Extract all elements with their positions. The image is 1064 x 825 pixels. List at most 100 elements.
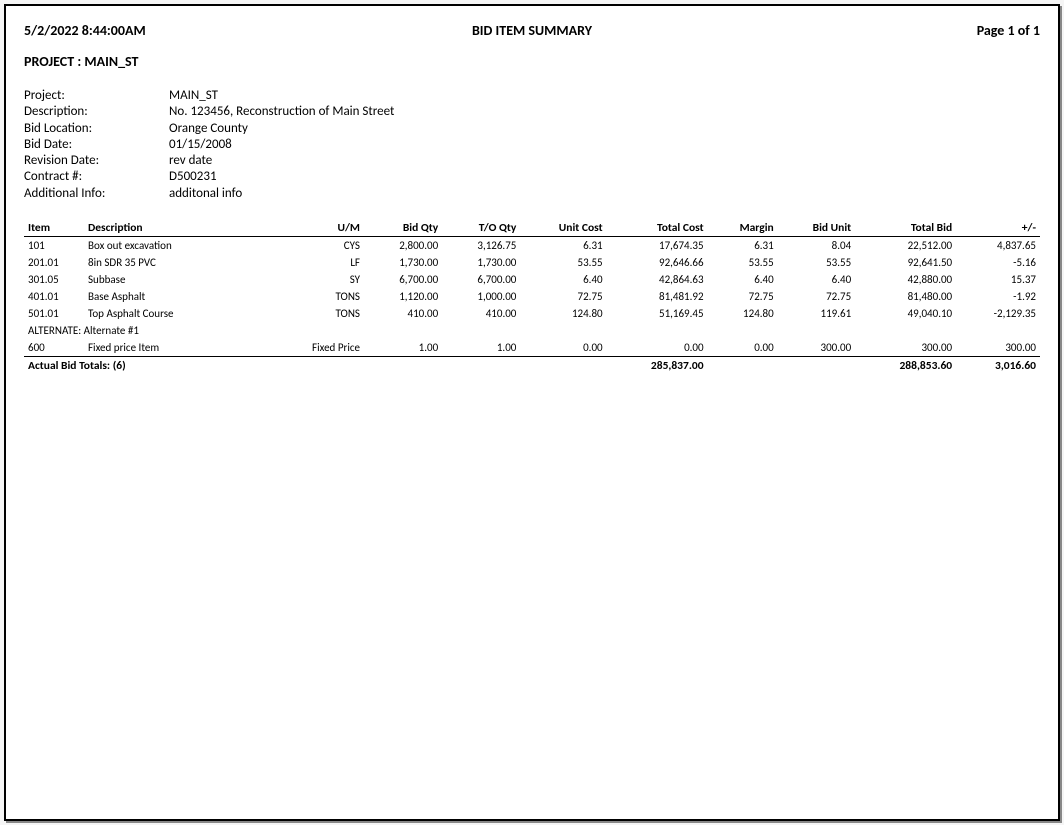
table-cell: 300.00: [778, 339, 855, 357]
table-row: 101Box out excavationCYS2,800.003,126.75…: [24, 236, 1040, 254]
totals-cell: 285,837.00: [607, 356, 708, 375]
table-header-row: Item Description U/M Bid Qty T/O Qty Uni…: [24, 220, 1040, 237]
table-cell: 92,641.50: [855, 254, 956, 271]
meta-label-biddate: Bid Date:: [24, 137, 169, 153]
table-cell: 81,480.00: [855, 288, 956, 305]
alternate-label-row: ALTERNATE: Alternate #1: [24, 322, 1040, 339]
report-page-number: Page 1 of 1: [977, 22, 1040, 39]
table-cell: Subbase: [84, 271, 284, 288]
table-cell: Top Asphalt Course: [84, 305, 284, 322]
table-cell: 6.31: [708, 236, 778, 254]
col-plusminus: +/-: [956, 220, 1040, 237]
table-cell: 2,800.00: [364, 236, 442, 254]
totals-row: Actual Bid Totals: (6)285,837.00288,853.…: [24, 356, 1040, 375]
table-cell: 0.00: [708, 339, 778, 357]
totals-cell: [364, 356, 442, 375]
table-cell: Fixed price Item: [84, 339, 284, 357]
col-totalcost: Total Cost: [607, 220, 708, 237]
table-cell: 42,880.00: [855, 271, 956, 288]
table-cell: 1,730.00: [442, 254, 520, 271]
totals-cell: 3,016.60: [956, 356, 1040, 375]
table-cell: 15.37: [956, 271, 1040, 288]
table-cell: 22,512.00: [855, 236, 956, 254]
table-cell: 1.00: [364, 339, 442, 357]
table-cell: 300.00: [855, 339, 956, 357]
alternate-label: ALTERNATE: Alternate #1: [24, 322, 1040, 339]
table-cell: 124.80: [520, 305, 606, 322]
meta-label-description: Description:: [24, 104, 169, 120]
meta-label-addinfo: Additional Info:: [24, 186, 169, 202]
meta-value-project: MAIN_ST: [169, 88, 218, 104]
table-cell: 42,864.63: [607, 271, 708, 288]
col-unitcost: Unit Cost: [520, 220, 606, 237]
table-row: 501.01Top Asphalt CourseTONS410.00410.00…: [24, 305, 1040, 322]
table-cell: 201.01: [24, 254, 84, 271]
table-cell: 72.75: [778, 288, 855, 305]
table-row: 301.05SubbaseSY6,700.006,700.006.4042,86…: [24, 271, 1040, 288]
meta-value-description: No. 123456, Reconstruction of Main Stree…: [169, 104, 394, 120]
col-item: Item: [24, 220, 84, 237]
col-toqty: T/O Qty: [442, 220, 520, 237]
table-cell: 301.05: [24, 271, 84, 288]
meta-value-bidlocation: Orange County: [169, 121, 248, 137]
col-um: U/M: [284, 220, 364, 237]
table-cell: 101: [24, 236, 84, 254]
table-row: 600Fixed price ItemFixed Price1.001.000.…: [24, 339, 1040, 357]
table-cell: Box out excavation: [84, 236, 284, 254]
totals-cell: Actual Bid Totals: (6): [24, 356, 284, 375]
table-cell: 0.00: [607, 339, 708, 357]
table-cell: SY: [284, 271, 364, 288]
report-page: 5/2/2022 8:44:00AM BID ITEM SUMMARY Page…: [4, 4, 1060, 821]
project-heading: PROJECT : MAIN_ST: [24, 53, 1040, 70]
table-cell: 0.00: [520, 339, 606, 357]
report-title: BID ITEM SUMMARY: [472, 22, 592, 39]
table-cell: 53.55: [520, 254, 606, 271]
totals-cell: [708, 356, 778, 375]
table-cell: 1.00: [442, 339, 520, 357]
meta-value-revisiondate: rev date: [169, 153, 212, 169]
col-bidqty: Bid Qty: [364, 220, 442, 237]
meta-value-contract: D500231: [169, 169, 217, 185]
table-cell: 8in SDR 35 PVC: [84, 254, 284, 271]
table-cell: LF: [284, 254, 364, 271]
table-cell: -1.92: [956, 288, 1040, 305]
table-row: 201.018in SDR 35 PVCLF1,730.001,730.0053…: [24, 254, 1040, 271]
table-cell: 600: [24, 339, 84, 357]
table-cell: 410.00: [364, 305, 442, 322]
table-cell: 17,674.35: [607, 236, 708, 254]
project-meta: Project:MAIN_ST Description:No. 123456, …: [24, 88, 1040, 202]
table-cell: 72.75: [708, 288, 778, 305]
bid-table: Item Description U/M Bid Qty T/O Qty Uni…: [24, 220, 1040, 375]
meta-value-biddate: 01/15/2008: [169, 137, 232, 153]
col-margin: Margin: [708, 220, 778, 237]
table-cell: 300.00: [956, 339, 1040, 357]
table-cell: 501.01: [24, 305, 84, 322]
table-cell: 6.40: [520, 271, 606, 288]
table-cell: 410.00: [442, 305, 520, 322]
table-cell: 3,126.75: [442, 236, 520, 254]
table-cell: 1,000.00: [442, 288, 520, 305]
table-cell: 6.40: [708, 271, 778, 288]
table-cell: 51,169.45: [607, 305, 708, 322]
table-cell: 8.04: [778, 236, 855, 254]
table-cell: 53.55: [708, 254, 778, 271]
meta-value-addinfo: additonal info: [169, 186, 242, 202]
table-cell: 124.80: [708, 305, 778, 322]
meta-label-project: Project:: [24, 88, 169, 104]
meta-label-bidlocation: Bid Location:: [24, 121, 169, 137]
table-row: 401.01Base AsphaltTONS1,120.001,000.0072…: [24, 288, 1040, 305]
table-cell: 6.40: [778, 271, 855, 288]
table-cell: 119.61: [778, 305, 855, 322]
table-cell: 53.55: [778, 254, 855, 271]
table-cell: TONS: [284, 288, 364, 305]
totals-cell: [778, 356, 855, 375]
table-cell: 6.31: [520, 236, 606, 254]
col-description: Description: [84, 220, 284, 237]
meta-label-contract: Contract #:: [24, 169, 169, 185]
totals-cell: [520, 356, 606, 375]
table-cell: 92,646.66: [607, 254, 708, 271]
table-cell: 4,837.65: [956, 236, 1040, 254]
table-cell: 1,120.00: [364, 288, 442, 305]
table-cell: 6,700.00: [442, 271, 520, 288]
table-cell: Fixed Price: [284, 339, 364, 357]
